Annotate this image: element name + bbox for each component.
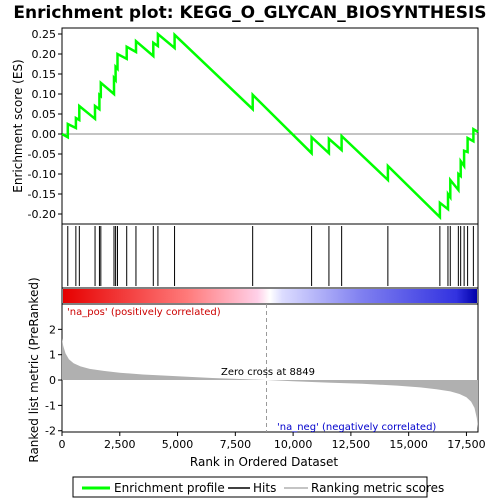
metric-y-tick-label: -2 bbox=[45, 425, 56, 438]
es-y-tick-label: -0.15 bbox=[28, 188, 56, 201]
hits-layer bbox=[67, 226, 474, 286]
metric-y-tick-label: -1 bbox=[45, 399, 56, 412]
x-tick-label: 5,000 bbox=[162, 438, 194, 451]
x-tick-label: 7,500 bbox=[220, 438, 252, 451]
es-y-tick-label: -0.05 bbox=[28, 148, 56, 161]
legend-enrichment-label: Enrichment profile bbox=[114, 481, 225, 495]
x-tick-label: 12,500 bbox=[332, 438, 371, 451]
es-y-tick-label: -0.10 bbox=[28, 168, 56, 181]
enrichment-profile-line bbox=[61, 31, 479, 221]
x-axis-label: Rank in Ordered Dataset bbox=[190, 455, 338, 469]
metric-y-tick-label: 1 bbox=[49, 349, 56, 362]
zero-cross-label: Zero cross at 8849 bbox=[221, 367, 315, 378]
es-y-tick-label: 0.15 bbox=[32, 68, 57, 81]
metric-y-tick-label: 0 bbox=[49, 374, 56, 387]
legend-metric-label: Ranking metric scores bbox=[311, 481, 444, 495]
metric-panel bbox=[61, 303, 479, 433]
rank-color-bar-layer bbox=[63, 289, 477, 303]
es-y-tick-label: -0.20 bbox=[28, 208, 56, 221]
x-tick-label: 2,500 bbox=[104, 438, 136, 451]
es-axis-label: Enrichment score (ES) bbox=[11, 59, 25, 192]
rank-color-bar-fill bbox=[63, 289, 477, 303]
ranking-metric-area bbox=[62, 338, 478, 429]
chart-title: Enrichment plot: KEGG_O_GLYCAN_BIOSYNTHE… bbox=[13, 3, 486, 23]
x-tick-label: 17,500 bbox=[447, 438, 486, 451]
negative-correlation-label: 'na_neg' (negatively correlated) bbox=[277, 422, 436, 433]
es-y-tick-label: 0.00 bbox=[32, 128, 57, 141]
es-y-tick-label: 0.10 bbox=[32, 88, 57, 101]
hits-panel bbox=[61, 223, 479, 289]
legend-hits-label: Hits bbox=[253, 481, 276, 495]
legend: Enrichment profile Hits Ranking metric s… bbox=[72, 476, 444, 498]
es-y-tick-label: 0.05 bbox=[32, 108, 57, 121]
es-layer bbox=[61, 31, 479, 221]
es-y-tick-label: 0.25 bbox=[32, 28, 57, 41]
x-tick-label: 15,000 bbox=[389, 438, 428, 451]
metric-layer bbox=[62, 304, 478, 432]
x-tick-label: 0 bbox=[59, 438, 66, 451]
axis-layer: -0.20 -0.15 -0.10 -0.05 0.00 0.05 0.10 0.15 0.20… bbox=[28, 28, 486, 451]
positive-correlation-label: 'na_pos' (positively correlated) bbox=[67, 307, 221, 318]
metric-axis-label: Ranked list metric (PreRanked) bbox=[27, 277, 41, 462]
es-y-tick-label: 0.20 bbox=[32, 48, 57, 61]
legend-box bbox=[72, 476, 428, 498]
es-panel bbox=[61, 27, 479, 225]
x-tick-label: 10,000 bbox=[274, 438, 313, 451]
metric-y-tick-label: 2 bbox=[49, 323, 56, 336]
